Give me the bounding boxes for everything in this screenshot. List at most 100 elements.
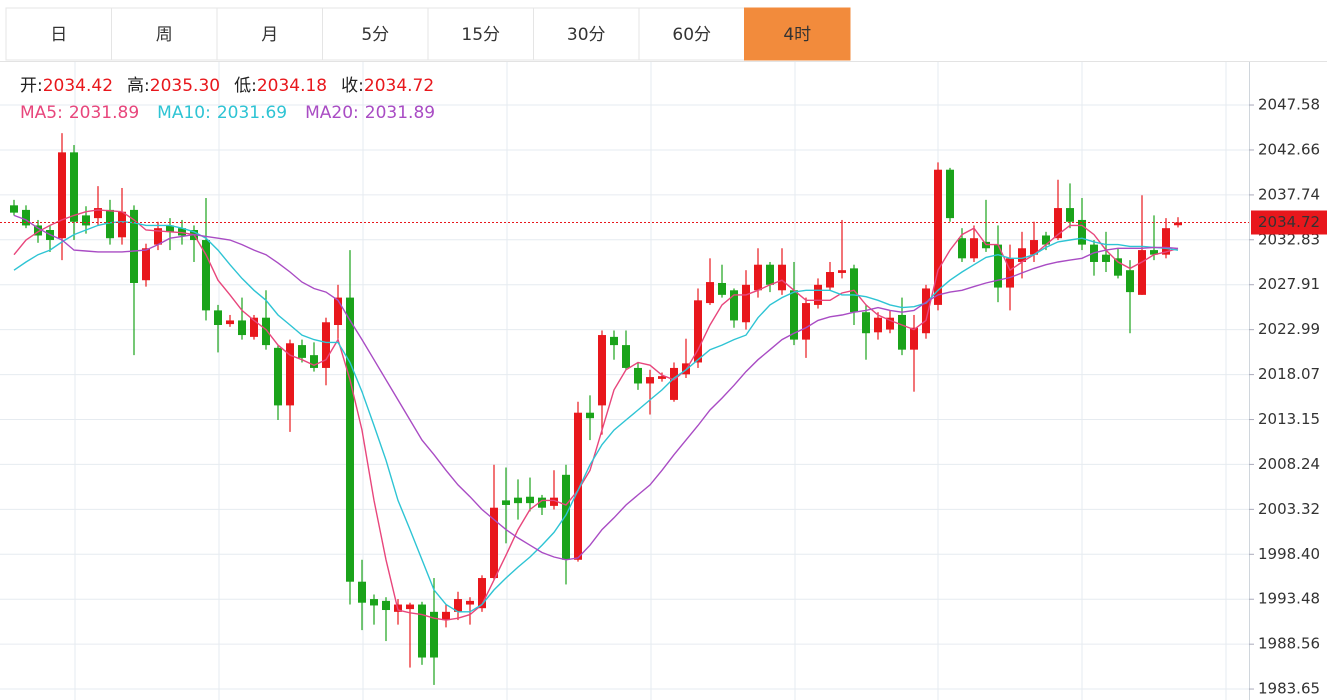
candle-body: [346, 297, 354, 582]
candle-body: [922, 288, 930, 334]
candle-body: [442, 611, 450, 621]
tab[interactable]: [533, 7, 640, 61]
legend-value: 2031.89: [365, 103, 435, 123]
candle-body: [82, 215, 90, 226]
legend-name: MA20:: [305, 103, 359, 123]
candle-body: [118, 211, 126, 238]
candle-body: [838, 270, 846, 273]
candle-body: [238, 320, 246, 336]
candle-body: [166, 225, 174, 232]
ohlc-key: 低:: [234, 76, 257, 96]
candle-body: [154, 228, 162, 245]
candle-body: [886, 317, 894, 330]
candle-body: [994, 244, 1002, 288]
tab[interactable]: [111, 7, 218, 61]
candle-body: [646, 377, 654, 384]
candle-body: [298, 345, 306, 358]
candle-body: [874, 317, 882, 333]
candle-body: [10, 205, 18, 213]
tab[interactable]: [322, 7, 429, 61]
candle-body: [34, 225, 42, 236]
candle-body: [514, 497, 522, 504]
tab[interactable]: [638, 7, 745, 61]
candle-body: [370, 599, 378, 606]
candle-body: [382, 600, 390, 611]
tab-label[interactable]: 日: [50, 25, 67, 45]
candle-body: [478, 578, 486, 609]
tab[interactable]: [744, 7, 851, 61]
tab-label[interactable]: 月: [261, 25, 278, 45]
candle-body: [1006, 258, 1014, 288]
candle-body: [106, 209, 114, 239]
tab-label[interactable]: 60分: [672, 25, 711, 45]
candle-body: [262, 317, 270, 346]
y-tick-label: 2003.32: [1258, 500, 1320, 518]
candle-body: [1018, 248, 1026, 262]
y-tick-label: 2008.24: [1258, 455, 1320, 473]
candle-body: [334, 297, 342, 326]
tab-label[interactable]: 15分: [461, 25, 500, 45]
candle-body: [454, 599, 462, 612]
candle-body: [586, 412, 594, 419]
candle-body: [70, 152, 78, 222]
legend-name: MA5:: [20, 103, 63, 123]
candle-body: [1114, 258, 1122, 276]
candle-body: [1102, 254, 1110, 262]
last-price-box: [1251, 210, 1327, 235]
candle-body: [946, 169, 954, 219]
candle-body: [430, 611, 438, 658]
candle-body: [622, 345, 630, 368]
y-tick-label: 2032.83: [1258, 230, 1320, 248]
candle-body: [1126, 270, 1134, 293]
candle-body: [598, 335, 606, 406]
candle-body: [358, 581, 366, 603]
candle-body: [826, 272, 834, 288]
candle-body: [550, 497, 558, 506]
candle-body: [406, 604, 414, 610]
candle-body: [310, 355, 318, 368]
candle-body: [778, 264, 786, 291]
ma-line: [13, 209, 1179, 621]
tab-label[interactable]: 周: [156, 25, 173, 45]
candle-body: [214, 310, 222, 326]
candle-body: [802, 303, 810, 340]
tab-label[interactable]: 4时: [783, 25, 811, 45]
candle-body: [1174, 222, 1182, 226]
tab-label[interactable]: 5分: [361, 25, 389, 45]
candle-body: [898, 314, 906, 350]
candle-body: [742, 284, 750, 323]
y-tick-label: 1998.40: [1258, 545, 1320, 563]
candle-body: [286, 343, 294, 406]
legend-name: MA10:: [157, 103, 211, 123]
tab-label[interactable]: 30分: [567, 25, 606, 45]
y-tick-label: 2018.07: [1258, 365, 1320, 383]
candle-body: [538, 497, 546, 508]
candle-body: [130, 209, 138, 283]
candle-body: [1042, 235, 1050, 245]
ohlc-value: 2034.18: [257, 76, 327, 96]
candle-body: [610, 336, 618, 346]
candle-body: [142, 248, 150, 281]
y-tick-label: 2027.91: [1258, 275, 1320, 293]
candle-body: [1138, 250, 1146, 295]
candle-body: [178, 228, 186, 236]
candle-body: [58, 152, 66, 239]
candle-body: [658, 376, 666, 379]
ohlc-value: 2035.30: [150, 76, 220, 96]
tab[interactable]: [5, 7, 112, 61]
candle-body: [634, 367, 642, 384]
ma-legend: MA5: 2031.89 MA10: 2031.69 MA20: 2031.89: [20, 103, 435, 123]
y-tick-label: 2037.74: [1258, 185, 1320, 203]
candle-body: [670, 367, 678, 400]
y-tick-label: 2047.58: [1258, 96, 1320, 114]
candle-body: [766, 264, 774, 285]
y-tick-label: 2022.99: [1258, 320, 1320, 338]
candle-body: [418, 604, 426, 658]
candle-body: [250, 317, 258, 337]
candle-body: [22, 209, 30, 226]
ma-line: [13, 214, 1179, 561]
candle-body: [694, 300, 702, 363]
candle-body: [1066, 208, 1074, 222]
tab[interactable]: [427, 7, 534, 61]
ohlc-value: 2034.42: [43, 76, 113, 96]
